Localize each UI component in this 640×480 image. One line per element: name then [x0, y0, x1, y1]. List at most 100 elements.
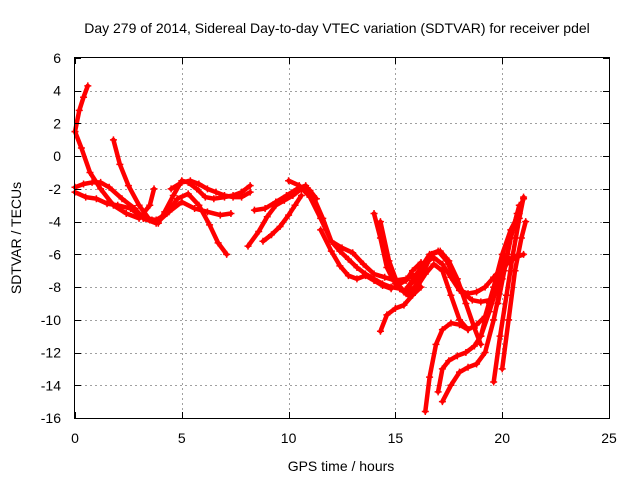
data-point-marker: [105, 183, 113, 191]
series-line: [378, 284, 424, 334]
data-point-marker: [203, 208, 211, 216]
data-point-marker: [464, 290, 472, 298]
data-point-marker: [502, 291, 510, 299]
data-point-marker: [496, 332, 504, 340]
data-point-marker: [481, 349, 489, 357]
data-point-marker: [421, 259, 429, 267]
data-point-marker: [402, 277, 410, 285]
y-tick-label: -10: [41, 312, 61, 328]
data-point-marker: [438, 365, 446, 373]
x-tick-label: 0: [71, 430, 79, 446]
data-point-marker: [250, 206, 258, 214]
data-point-marker: [481, 283, 489, 291]
data-point-marker: [400, 288, 408, 296]
data-point-marker: [97, 178, 105, 186]
data-point-marker: [455, 321, 463, 329]
y-axis-label: SDTVAR / TECUs: [8, 182, 24, 294]
data-point-marker: [370, 209, 378, 217]
data-point-marker: [295, 182, 303, 190]
data-point-marker: [327, 237, 335, 245]
data-point-marker: [462, 349, 470, 357]
data-point-marker: [152, 216, 160, 224]
data-point-marker: [327, 247, 335, 255]
series-track-23: [498, 218, 530, 373]
data-point-marker: [221, 191, 229, 199]
data-point-marker: [80, 93, 88, 101]
data-point-marker: [201, 193, 209, 201]
series-track-4: [71, 178, 156, 224]
data-point-marker: [186, 177, 194, 185]
data-point-marker: [455, 368, 463, 376]
y-tick-label: 6: [53, 50, 61, 66]
data-point-marker: [490, 378, 498, 386]
data-point-marker: [400, 301, 408, 309]
x-tick-label: 20: [494, 430, 510, 446]
series-track-19: [421, 319, 472, 415]
data-point-marker: [124, 182, 132, 190]
data-point-marker: [494, 299, 502, 307]
series-track-7: [167, 177, 254, 201]
x-tick-label: 15: [388, 430, 404, 446]
data-point-marker: [285, 177, 293, 185]
y-tick-label: 2: [53, 115, 61, 131]
data-point-marker: [462, 299, 470, 307]
data-point-marker: [150, 185, 158, 193]
data-point-marker: [244, 242, 252, 250]
data-point-marker: [276, 223, 284, 231]
data-point-marker: [383, 311, 391, 319]
data-point-marker: [432, 340, 440, 348]
y-tick-label: -14: [41, 377, 61, 393]
data-point-marker: [376, 218, 384, 226]
data-point-marker: [468, 296, 476, 304]
y-tick-label: -12: [41, 345, 61, 361]
data-point-marker: [353, 263, 361, 271]
data-point-marker: [438, 260, 446, 268]
data-point-marker: [381, 273, 389, 281]
data-point-marker: [477, 340, 485, 348]
data-point-marker: [114, 201, 122, 209]
data-point-marker: [174, 195, 182, 203]
data-point-marker: [413, 273, 421, 281]
data-point-marker: [246, 182, 254, 190]
data-point-marker: [206, 221, 214, 229]
data-point-marker: [349, 249, 357, 257]
data-point-marker: [141, 214, 149, 222]
data-point-marker: [522, 218, 530, 226]
data-point-marker: [404, 283, 412, 291]
data-point-marker: [391, 280, 399, 288]
data-point-marker: [370, 277, 378, 285]
data-point-marker: [513, 209, 521, 217]
data-point-marker: [453, 352, 461, 360]
plot-frame: [74, 57, 610, 419]
series-line: [168, 178, 253, 200]
data-point-marker: [473, 288, 481, 296]
data-point-marker: [353, 275, 361, 283]
y-tick-label: 0: [53, 148, 61, 164]
chart-title: Day 279 of 2014, Sidereal Day-to-day VTE…: [84, 20, 590, 36]
x-tick-label: 5: [178, 430, 186, 446]
data-point-marker: [445, 357, 453, 365]
data-point-marker: [370, 270, 378, 278]
data-point-marker: [268, 231, 276, 239]
data-point-marker: [306, 193, 314, 201]
data-point-marker: [109, 136, 117, 144]
data-point-marker: [438, 398, 446, 406]
data-point-marker: [447, 319, 455, 327]
series-line: [260, 193, 304, 244]
series-line: [72, 83, 91, 134]
data-point-marker: [317, 226, 325, 234]
x-axis-label: GPS time / hours: [288, 458, 395, 474]
data-point-marker: [163, 209, 171, 217]
data-point-marker: [214, 239, 222, 247]
data-point-marker: [178, 178, 186, 186]
data-point-marker: [259, 237, 267, 245]
data-point-marker: [212, 188, 220, 196]
data-point-marker: [246, 188, 254, 196]
data-point-marker: [86, 169, 94, 177]
data-point-marker: [376, 327, 384, 335]
data-point-marker: [191, 205, 199, 213]
data-point-marker: [344, 255, 352, 263]
data-point-marker: [511, 267, 519, 275]
data-point-marker: [447, 273, 455, 281]
